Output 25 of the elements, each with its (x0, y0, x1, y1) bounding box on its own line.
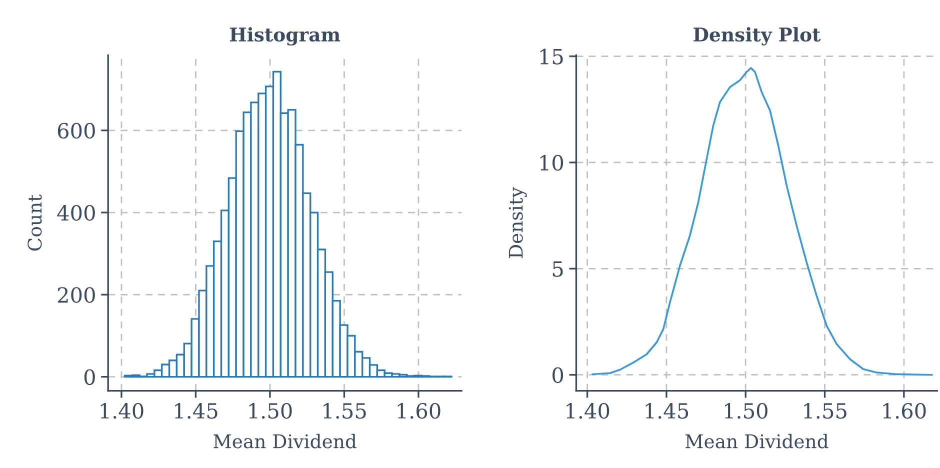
y-tick-label: 5 (552, 261, 563, 277)
chart-title: Density Plot (694, 27, 821, 46)
x-axis-title: Mean Dividend (214, 434, 356, 448)
x-tick-label: 1.60 (398, 402, 440, 419)
x-tick-label: 1.45 (175, 402, 218, 419)
y-tick-label: 600 (58, 122, 95, 139)
y-tick-label: 15 (540, 48, 563, 64)
x-tick-label: 1.55 (324, 402, 366, 419)
y-tick-label: 0 (552, 367, 564, 384)
line-series (592, 67, 933, 376)
x-tick-label: 1.45 (646, 402, 688, 419)
x-tick-label: 1.40 (100, 402, 144, 419)
x-tick-label: 1.50 (249, 402, 292, 419)
x-tick-label: 1.60 (883, 402, 926, 419)
x-axis-title: Mean Dividend (685, 434, 828, 448)
y-tick-label: 200 (58, 287, 95, 303)
y-axis-title: Count (28, 194, 42, 251)
y-axis-title: Density (508, 187, 527, 258)
chart-title: Histogram (230, 27, 340, 46)
x-tick-label: 1.50 (724, 402, 768, 419)
x-tick-label: 1.40 (566, 402, 610, 419)
x-tick-label: 1.55 (804, 402, 846, 419)
y-tick-label: 400 (57, 204, 95, 221)
y-tick-label: 0 (84, 369, 95, 386)
y-tick-label: 10 (540, 154, 564, 171)
